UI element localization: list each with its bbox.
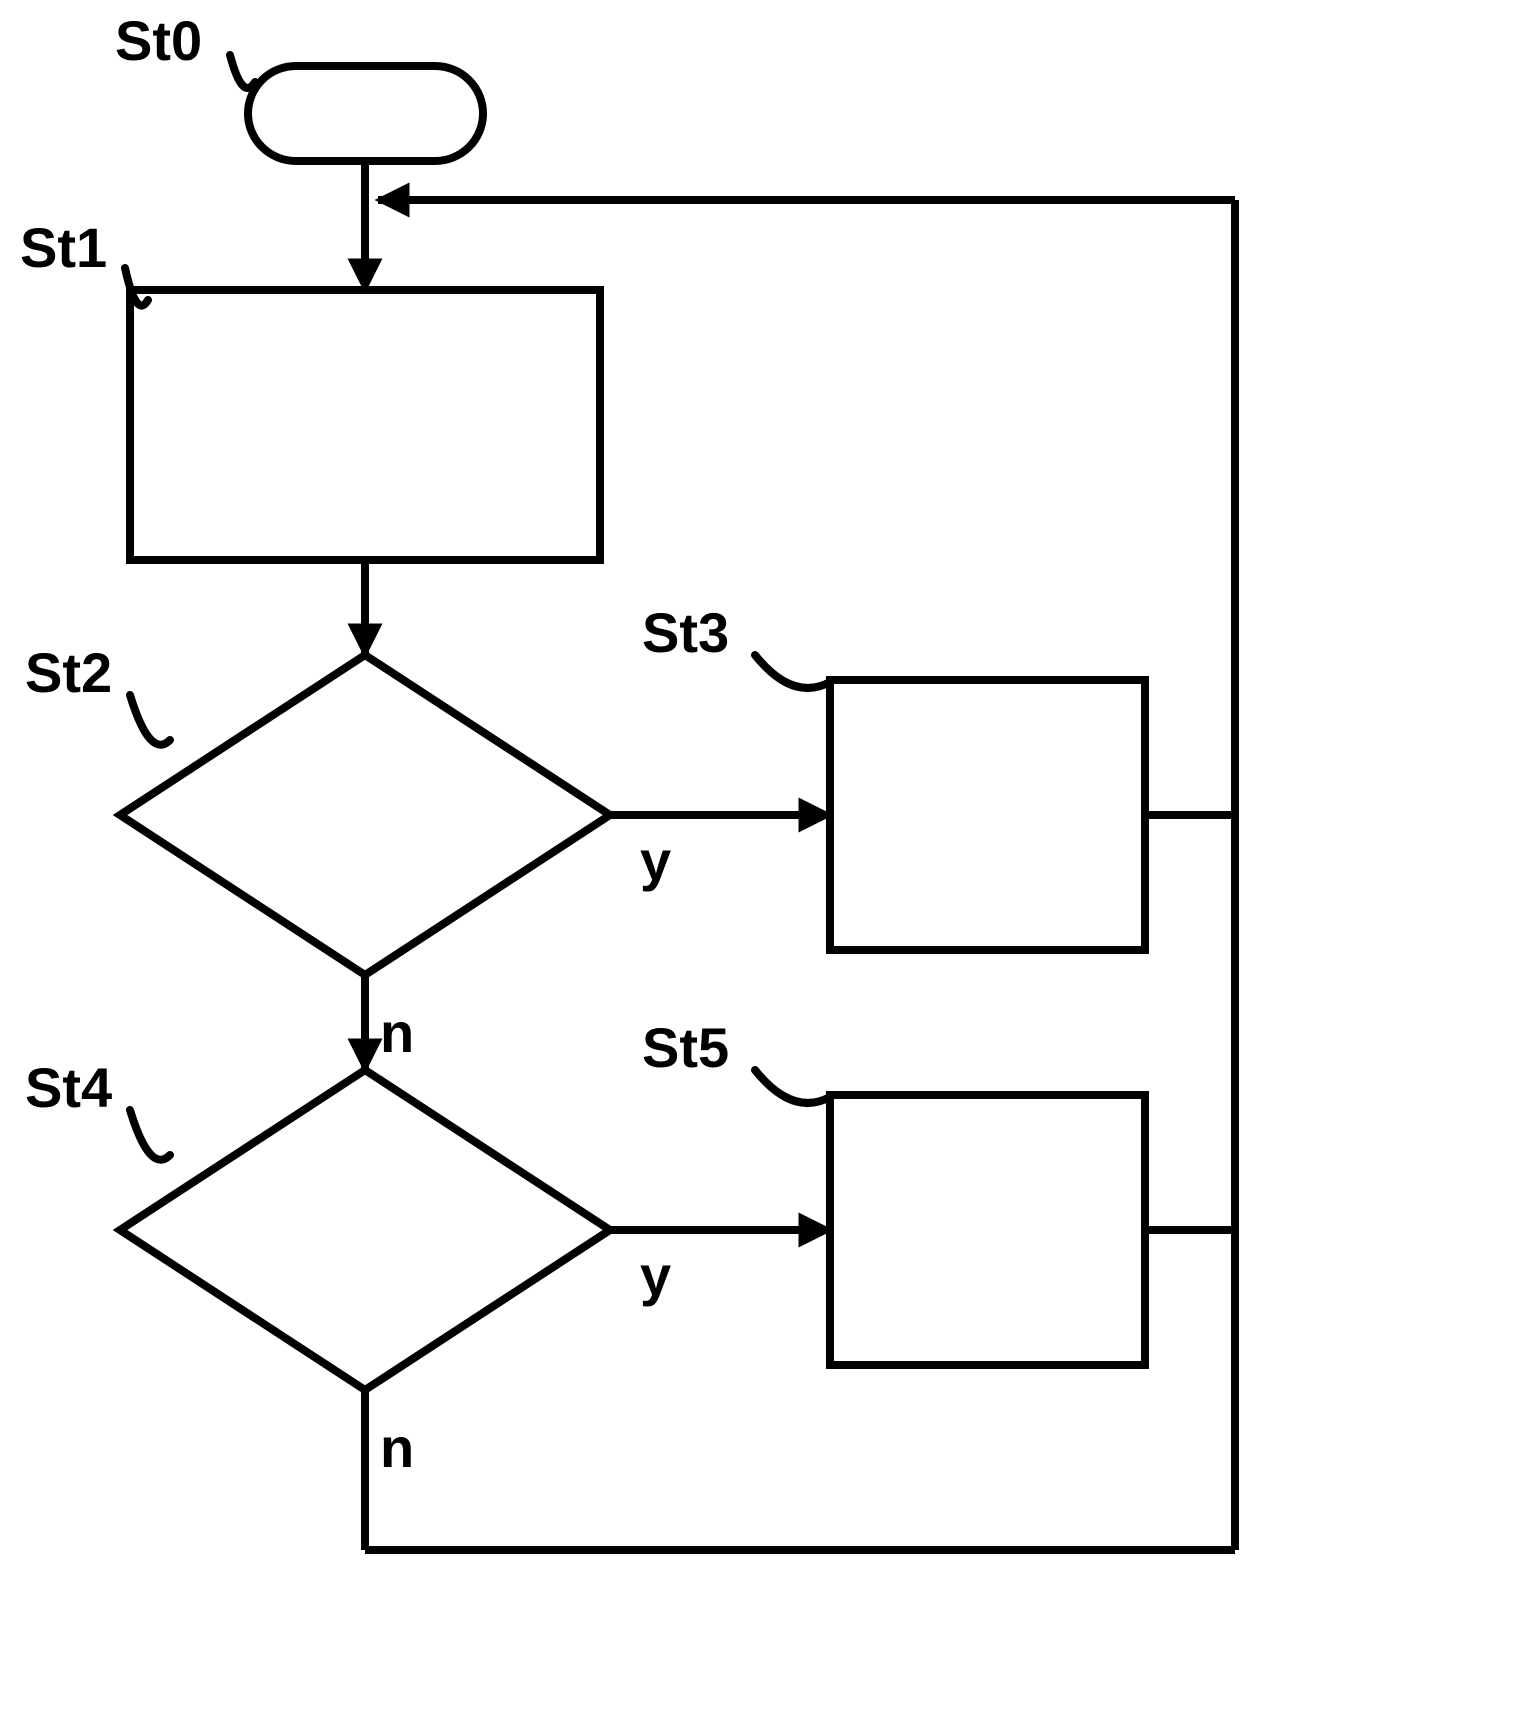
label-st4: St4 — [25, 1055, 112, 1120]
label-st2-y: y — [640, 828, 671, 893]
label-st3: St3 — [642, 600, 729, 665]
leader-st2 — [130, 695, 170, 745]
node-st0 — [248, 66, 483, 161]
node-st5 — [830, 1095, 1145, 1365]
label-st5: St5 — [642, 1015, 729, 1080]
node-st2 — [120, 655, 610, 975]
label-st4-y: y — [640, 1243, 671, 1308]
label-st2-n: n — [380, 1000, 414, 1065]
flowchart-svg — [0, 0, 1517, 1719]
label-st4-n: n — [380, 1415, 414, 1480]
leader-st3 — [755, 655, 830, 688]
node-st3 — [830, 680, 1145, 950]
leader-st5 — [755, 1070, 830, 1103]
leader-st0 — [230, 55, 255, 88]
flowchart-canvas: St0 St1 St2 St3 St4 St5 y n y n — [0, 0, 1517, 1719]
label-st0: St0 — [115, 8, 202, 73]
label-st1: St1 — [20, 215, 107, 280]
label-st2: St2 — [25, 640, 112, 705]
leader-st4 — [130, 1110, 170, 1160]
node-st1 — [130, 290, 600, 560]
node-st4 — [120, 1070, 610, 1390]
